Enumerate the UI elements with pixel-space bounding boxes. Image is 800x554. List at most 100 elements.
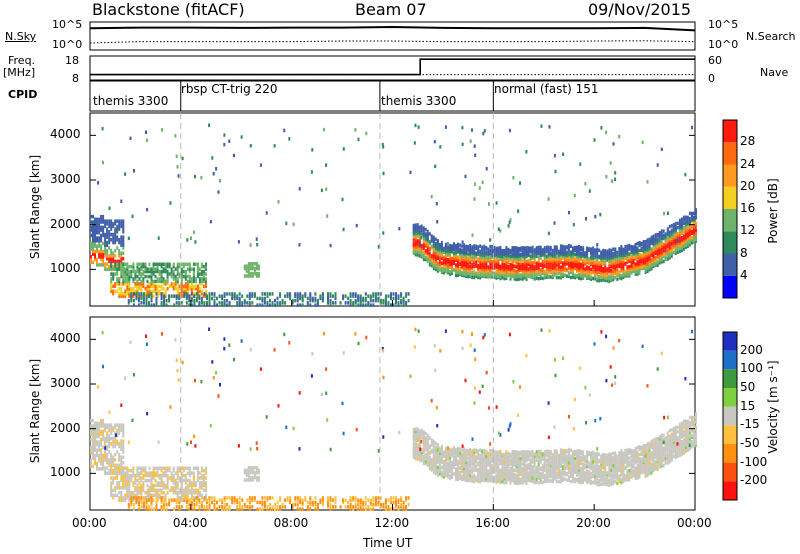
power-cell <box>120 272 123 276</box>
power-cell <box>610 274 613 278</box>
power-cell <box>253 262 256 266</box>
power-cell <box>602 266 605 271</box>
power-cell <box>485 269 488 274</box>
power-cell <box>124 282 127 286</box>
velocity-cell <box>545 468 548 473</box>
velocity-cell <box>618 478 621 483</box>
power-cell <box>203 303 206 307</box>
velocity-cell <box>473 476 476 481</box>
power-cell <box>412 246 415 251</box>
power-cell <box>642 244 645 249</box>
power-cell <box>495 246 498 251</box>
velocity-cell <box>664 452 667 456</box>
velocity-cell <box>620 480 623 485</box>
velocity-cell <box>533 469 536 473</box>
power-cell <box>493 257 496 261</box>
velocity-cell <box>451 454 453 458</box>
power-cell <box>136 289 139 293</box>
power-cell <box>288 137 291 141</box>
power-cell <box>693 225 695 229</box>
velocity-cell <box>567 450 570 455</box>
velocity-cell <box>610 481 613 485</box>
power-cell <box>271 301 274 305</box>
power-cell <box>561 274 564 279</box>
power-cell <box>517 272 520 276</box>
velocity-cell <box>509 477 512 481</box>
power-cell <box>205 262 207 266</box>
power-cell <box>652 241 655 246</box>
power-cell <box>428 240 431 244</box>
velocity-cell <box>648 456 651 460</box>
velocity-cell <box>438 472 441 476</box>
power-cell <box>428 257 431 262</box>
velocity-cell <box>561 476 564 480</box>
power-cell <box>650 235 653 240</box>
velocity-cell <box>620 457 623 462</box>
power-cell <box>618 274 621 279</box>
velocity-cell <box>666 455 669 460</box>
power-cell <box>116 289 119 293</box>
power-cell <box>658 258 661 262</box>
power-cell <box>424 240 427 244</box>
velocity-cell <box>511 474 514 479</box>
velocity-cell <box>594 468 597 472</box>
power-cell <box>616 254 619 258</box>
velocity-cell <box>503 452 506 457</box>
power-cell <box>261 292 264 296</box>
power-cell <box>596 251 599 255</box>
power-cell <box>473 144 476 148</box>
power-cell <box>118 294 121 298</box>
velocity-cell <box>654 459 657 464</box>
power-cell <box>586 257 589 261</box>
power-cell <box>572 257 574 261</box>
power-cell <box>644 267 647 271</box>
power-cell <box>205 292 207 296</box>
power-cell <box>238 298 241 303</box>
power-cell <box>218 294 221 298</box>
power-cell <box>507 271 510 275</box>
power-cell <box>186 274 189 279</box>
power-cell <box>422 246 425 251</box>
power-cell <box>387 303 390 307</box>
power-cell <box>247 262 250 266</box>
power-cell <box>505 261 508 265</box>
power-cell <box>190 303 193 307</box>
power-cell <box>132 294 135 298</box>
power-cell <box>555 270 558 274</box>
velocity-cell <box>598 471 601 476</box>
power-cell <box>241 294 244 298</box>
power-cell <box>511 246 514 250</box>
power-cell <box>658 254 661 258</box>
power-cell <box>501 272 504 277</box>
velocity-cell <box>537 462 540 466</box>
velocity-cell <box>652 461 655 465</box>
power-cell <box>620 261 623 265</box>
power-cell <box>329 298 332 303</box>
power-cell <box>691 218 693 223</box>
power-cell <box>590 258 593 263</box>
power-cell <box>523 276 526 280</box>
power-cell <box>515 265 518 269</box>
power-cell <box>434 248 437 252</box>
power-cell <box>432 247 435 251</box>
power-cell <box>122 219 125 223</box>
power-cell <box>658 261 661 265</box>
power-cell <box>503 274 506 278</box>
velocity-cell <box>485 461 488 466</box>
velocity-cell <box>648 444 651 448</box>
power-cell <box>247 266 250 271</box>
power-cell <box>547 245 550 250</box>
velocity-cell <box>582 470 585 474</box>
power-cell <box>257 264 260 268</box>
power-cell <box>309 296 312 301</box>
velocity-cell <box>465 468 468 472</box>
power-cell <box>168 264 171 269</box>
velocity-cell <box>499 480 502 485</box>
power-cell <box>674 230 677 235</box>
power-cell <box>451 271 453 276</box>
power-cell <box>582 260 585 264</box>
power-cell <box>656 244 659 249</box>
power-cell <box>128 282 131 286</box>
power-cell <box>164 292 167 296</box>
power-cell <box>164 289 167 293</box>
